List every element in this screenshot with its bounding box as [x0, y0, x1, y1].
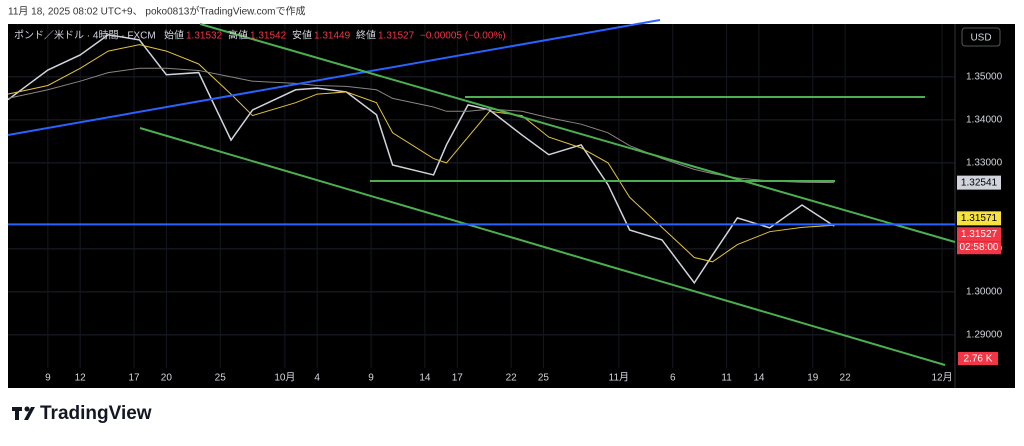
x-tick-label: 19	[807, 373, 819, 384]
countdown-bg	[957, 241, 1001, 255]
x-tick-label: 10月	[274, 372, 295, 384]
price-tag-label: 1.31527	[961, 229, 998, 240]
x-tick-label: 9	[45, 373, 51, 384]
volume-label: 2.76 K	[964, 354, 993, 365]
trend-line	[199, 23, 956, 243]
x-tick-label: 17	[128, 373, 140, 384]
x-tick-label: 12月	[932, 372, 953, 384]
price-tag-label: 1.31571	[961, 213, 998, 224]
price-tag-label: 1.32541	[961, 177, 998, 188]
symbol: ポンド／米ドル · 4時間 · FXCM	[14, 29, 156, 42]
low-label: 安値	[292, 29, 312, 42]
x-tick-label: 6	[670, 373, 676, 384]
x-tick-label: 9	[368, 373, 374, 384]
price-tag	[957, 175, 1001, 190]
change: −0.00005 (−0.00%)	[420, 31, 506, 42]
volume-tag	[958, 352, 998, 365]
currency-box[interactable]	[961, 27, 1001, 47]
caption: 11月 18, 2025 08:02 UTC+9、 poko0813がTradi…	[8, 5, 305, 18]
brand: TradingView	[40, 403, 152, 424]
x-tick-label: 25	[538, 373, 550, 384]
open-label: 始値	[164, 29, 184, 42]
price-line	[7, 33, 835, 285]
open: 1.31532	[186, 31, 223, 42]
x-tick-label: 22	[840, 373, 852, 384]
currency[interactable]: USD	[970, 33, 991, 44]
x-tick-label: 14	[753, 373, 765, 384]
logo	[12, 406, 35, 420]
trend-line	[139, 127, 946, 366]
close: 1.31527	[378, 31, 415, 42]
trend-line	[7, 19, 661, 136]
y-tick-label: 1.35000	[966, 72, 1003, 83]
legend: ポンド／米ドル · 4時間 · FXCM 始値 1.31532 高値 1.315…	[14, 29, 506, 42]
x-tick-label: 25	[215, 373, 227, 384]
price-line	[7, 67, 835, 184]
x-tick-label: 17	[452, 373, 464, 384]
y-tick-label: 1.30000	[966, 287, 1003, 298]
y-tick-label: 1.33000	[966, 158, 1003, 169]
y-tick-label: 1.34000	[966, 115, 1003, 126]
price-tag	[957, 227, 1001, 242]
high: 1.31542	[250, 31, 287, 42]
price-tag	[957, 211, 1001, 226]
close-label: 終値	[356, 29, 376, 42]
x-tick-label: 11	[721, 373, 732, 384]
y-tick-label: 1.29000	[966, 330, 1003, 341]
countdown: 02:58:00	[960, 242, 999, 253]
high-label: 高値	[228, 29, 248, 42]
low: 1.31449	[314, 31, 351, 42]
price-line	[7, 44, 835, 263]
x-tick-label: 14	[419, 373, 431, 384]
x-tick-label: 20	[161, 373, 173, 384]
x-tick-label: 4	[314, 373, 320, 384]
x-tick-label: 12	[75, 373, 87, 384]
x-tick-label: 22	[506, 373, 518, 384]
x-tick-label: 11月	[609, 372, 629, 384]
